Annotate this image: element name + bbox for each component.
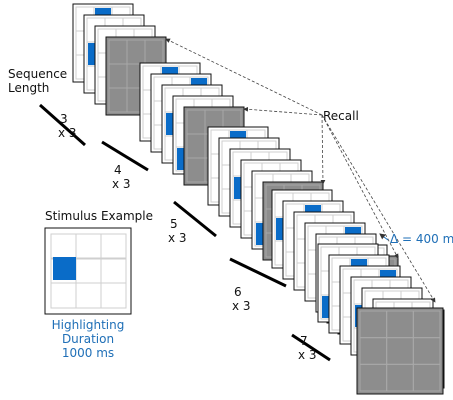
stimulus-grid xyxy=(50,233,127,309)
recall-arrows xyxy=(165,38,436,303)
sequence-label-line2: Length xyxy=(8,81,50,95)
group-bar xyxy=(291,333,331,362)
delta-label: Δ = 400 ms xyxy=(390,232,453,246)
repetition-count: x 3 xyxy=(112,177,131,191)
recall-arrow xyxy=(243,106,323,116)
sequence-length-value: 3 xyxy=(60,112,68,126)
delta-arrow xyxy=(379,233,389,241)
sequence-length-value: 5 xyxy=(170,217,178,231)
stimulus-example-title: Stimulus Example xyxy=(45,209,154,223)
repetition-count: x 3 xyxy=(298,348,317,362)
recall-arrow xyxy=(320,114,326,185)
sequence-length-value: 6 xyxy=(234,285,242,299)
sequence-label-line1: Sequence xyxy=(8,67,68,81)
recall-frame xyxy=(356,307,444,395)
group-bar xyxy=(101,140,149,172)
frame-border xyxy=(356,307,444,395)
sequence-length-label: Sequence Length xyxy=(8,67,67,95)
repetition-count: x 3 xyxy=(168,231,187,245)
sequence-length-value: 7 xyxy=(300,334,308,348)
group-bar xyxy=(39,103,86,147)
highlighting-duration-label: Highlighting Duration 1000 ms xyxy=(48,318,128,360)
stimulus-highlight xyxy=(53,257,76,280)
recall-arrow xyxy=(165,38,323,116)
recall-label: Recall xyxy=(323,109,359,123)
group-bar xyxy=(229,257,287,288)
repetition-count: x 3 xyxy=(58,126,77,140)
highlighting-line2: Duration xyxy=(61,332,115,346)
recall-arrow xyxy=(321,114,399,259)
stimulus-example xyxy=(44,227,132,315)
repetition-count: x 3 xyxy=(232,299,251,313)
highlighting-line3: 1000 ms xyxy=(61,346,115,360)
recall-arrow xyxy=(321,114,436,303)
sequence-length-value: 4 xyxy=(114,163,122,177)
highlighting-line1: Highlighting xyxy=(51,318,125,332)
frames-layer xyxy=(72,3,445,395)
group-bar xyxy=(173,200,217,238)
grid-cell xyxy=(412,363,441,392)
group-bars xyxy=(39,103,331,362)
